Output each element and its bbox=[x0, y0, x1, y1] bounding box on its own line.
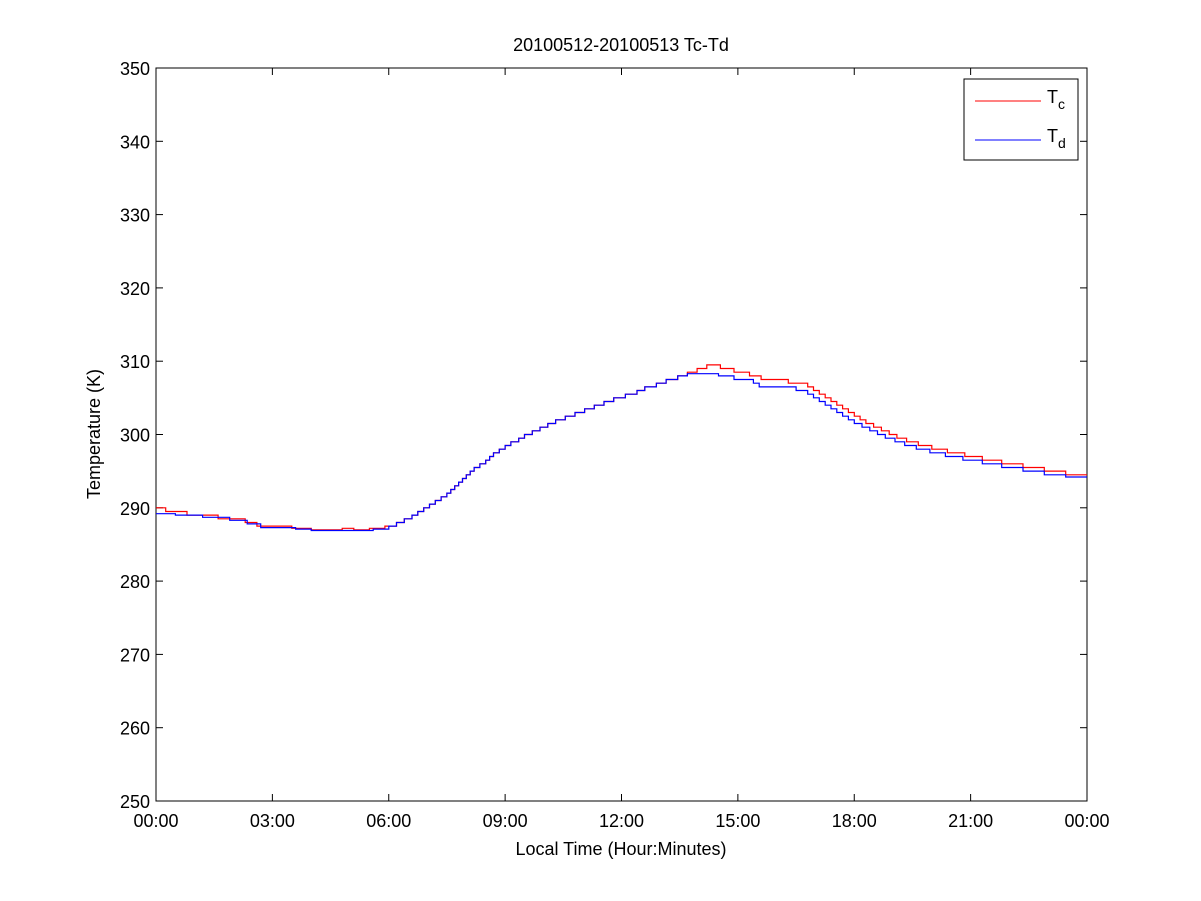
y-tick-label: 280 bbox=[120, 572, 150, 592]
x-tick-label: 18:00 bbox=[832, 811, 877, 831]
y-axis-label: Temperature (K) bbox=[84, 369, 104, 499]
x-tick-label: 06:00 bbox=[366, 811, 411, 831]
x-tick-label: 12:00 bbox=[599, 811, 644, 831]
y-tick-label: 250 bbox=[120, 792, 150, 812]
x-tick-label: 21:00 bbox=[948, 811, 993, 831]
series-layer bbox=[156, 364, 1087, 532]
y-tick-label: 350 bbox=[120, 59, 150, 79]
legend-label-tc-sub: c bbox=[1058, 96, 1065, 112]
legend-box bbox=[963, 78, 1079, 161]
y-axis-ticks: 250 260 270 280 290 300 310 320 330 340 350 bbox=[120, 59, 1087, 812]
x-tick-label: 00:00 bbox=[133, 811, 178, 831]
y-tick-label: 260 bbox=[120, 719, 150, 739]
y-tick-label: 320 bbox=[120, 279, 150, 299]
y-tick-label: 300 bbox=[120, 426, 150, 446]
y-tick-label: 330 bbox=[120, 206, 150, 226]
y-tick-label: 270 bbox=[120, 645, 150, 665]
x-axis-label: Local Time (Hour:Minutes) bbox=[515, 839, 726, 859]
x-tick-label: 03:00 bbox=[250, 811, 295, 831]
y-tick-label: 290 bbox=[120, 499, 150, 519]
y-tick-label: 340 bbox=[120, 132, 150, 152]
legend-label-tc-main: T bbox=[1047, 87, 1058, 107]
legend-label-td-sub: d bbox=[1058, 135, 1066, 151]
legend-label-tc: Tc bbox=[1047, 87, 1065, 112]
plot-area bbox=[155, 67, 1088, 802]
x-axis-ticks: 00:00 03:00 06:00 09:00 12:00 15:00 18:00 21:00… bbox=[133, 68, 1110, 831]
y-tick-label: 310 bbox=[120, 352, 150, 372]
series-line-td bbox=[156, 373, 1087, 532]
legend: Tc Td bbox=[963, 78, 1079, 161]
x-tick-label: 09:00 bbox=[483, 811, 528, 831]
legend-label-td-main: T bbox=[1047, 126, 1058, 146]
legend-label-td: Td bbox=[1047, 126, 1066, 151]
chart-title: 20100512-20100513 Tc-Td bbox=[513, 35, 729, 55]
x-tick-label: 15:00 bbox=[715, 811, 760, 831]
x-tick-label: 00:00 bbox=[1064, 811, 1109, 831]
